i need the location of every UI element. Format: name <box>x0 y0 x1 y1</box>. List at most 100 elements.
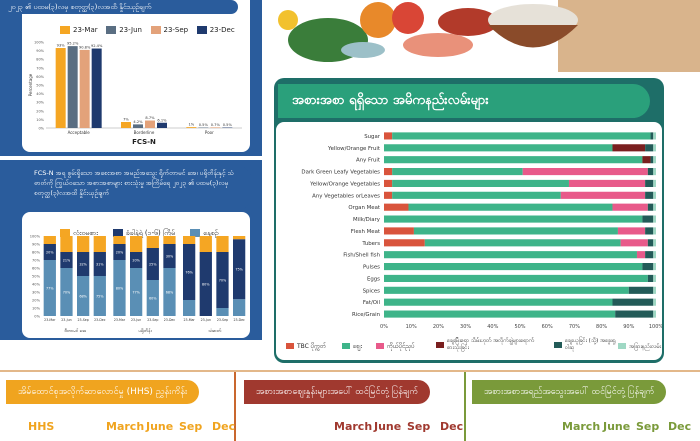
y-tick-label: 50% <box>36 84 44 88</box>
x-tick-label: 23-Mar <box>184 318 196 322</box>
legend-item-daily: နေ့စဉ် <box>190 229 218 237</box>
stacked-bar-segment <box>408 203 613 211</box>
stacked-bar-segment <box>233 299 246 316</box>
stacked-bar-segment <box>653 156 656 164</box>
stacked-bar-segment <box>636 251 646 259</box>
bar <box>157 122 167 128</box>
stacked-bar-segment <box>645 227 654 235</box>
segment-value-label: 70% <box>219 279 227 283</box>
bar-value-label: 0.5% <box>223 123 233 127</box>
y-tick-label: 70% <box>32 259 41 263</box>
y-tick-label: 100% <box>30 235 41 239</box>
price-col-sep: Sep <box>407 420 431 433</box>
legend-swatch-market <box>342 343 350 349</box>
stacked-bar-segment <box>233 236 246 240</box>
bar <box>79 49 90 128</box>
stacked-bar-segment <box>653 274 656 282</box>
bar-value-label: 1% <box>188 123 194 127</box>
segment-value-label: 30% <box>166 255 174 259</box>
hhs-col-march: March <box>106 420 145 433</box>
bar <box>145 120 155 128</box>
legend-swatch-jun <box>106 26 117 34</box>
legend-swatch-sep <box>150 26 161 34</box>
bar <box>91 48 102 129</box>
y-tick-label: 10% <box>32 307 41 311</box>
x-tick-label: 50% <box>514 324 525 330</box>
legend-item-never: လုံးဝမစား <box>60 229 98 237</box>
stacked-bar-segment <box>413 227 618 235</box>
stacked-bar-segment <box>384 191 393 199</box>
legend-label-credit: ချေးယူခြင်း (သို့) အခွေးရှုဝါဆု <box>565 338 616 351</box>
stacked-bar-segment <box>642 263 654 271</box>
stacked-bar-segment <box>384 215 643 223</box>
legend-swatch-sometimes <box>112 229 123 237</box>
legend-swatch-tbc <box>286 343 294 349</box>
hhs-title: အိမ်ထောင်စုအလိုက်ဆာလောင်မှု (HHS) ညွှန်း… <box>6 380 200 404</box>
category-label: Fish/Shell fish <box>343 253 380 259</box>
stacked-bar-segment <box>647 239 654 247</box>
category-label: Milk/Diary <box>353 217 381 223</box>
bar-value-label: 6.1% <box>157 118 167 122</box>
segment-value-label: 75% <box>96 295 104 299</box>
x-tick-label: 10% <box>406 324 417 330</box>
x-tick-label: 23-Jun <box>131 318 141 322</box>
stacked-bar-segment <box>113 236 126 244</box>
bar-value-label: 0.7% <box>211 123 221 127</box>
stacked-bar-segment <box>653 251 656 259</box>
stacked-bar-segment <box>653 144 656 152</box>
category-label: Spices <box>363 288 381 294</box>
bar-value-label: 95.2% <box>67 42 79 46</box>
bar <box>186 127 197 128</box>
stacked-bar-segment <box>653 132 656 140</box>
stacked-bar-segment <box>43 244 56 260</box>
stacked-bar-segment <box>620 239 648 247</box>
food-illustration-art <box>278 0 700 72</box>
price-col-dec: Dec <box>440 420 464 433</box>
never-value-label: 20% <box>132 236 140 240</box>
y-tick-label: 80% <box>36 58 44 62</box>
food-legend: TBC ပိုက္ကတ် ဈေး ကိုယ်ပိုင်ညှပ် ချေးမြီး… <box>286 338 661 360</box>
stacked-bar-segment <box>615 310 654 318</box>
bar-value-label: 92.4% <box>91 44 103 48</box>
x-tick-label: 23-Jun <box>61 318 71 322</box>
legend-item-own: ကိုယ်ပိုင်ညှပ် <box>376 342 415 351</box>
stacked-bar-segment <box>163 244 176 268</box>
legend-swatch-never <box>60 229 70 237</box>
legend-label-tbc: TBC ပိုက္ကတ် <box>297 343 326 350</box>
x-tick-label: 90% <box>623 324 634 330</box>
y-tick-label: 50% <box>32 275 41 279</box>
category-label: Fat/Oil <box>363 300 380 306</box>
bar-value-label: 0.5% <box>199 123 209 127</box>
quality-col-dec: Dec <box>668 420 692 433</box>
stacked-bar-segment <box>384 203 409 211</box>
stacked-bar-segment <box>77 252 90 276</box>
stacked-bar-segment <box>183 300 196 316</box>
hhs-col-june: June <box>146 420 174 433</box>
stacked-bar-segment <box>146 236 159 248</box>
stacked-bar-segment <box>163 268 176 316</box>
x-tick-label: Poor <box>205 130 214 135</box>
hhs-col-sep: Sep <box>179 420 203 433</box>
legend-swatch-dec <box>196 26 207 34</box>
y-tick-label: 90% <box>36 49 44 53</box>
stacked-bar-segment <box>617 227 646 235</box>
stacked-bar-segment <box>216 308 229 316</box>
stacked-bar-segment <box>653 239 656 247</box>
legend-label-jun: 23-Jun <box>119 26 142 34</box>
category-label: Rice/Grain <box>352 312 380 318</box>
stacked-bar-segment <box>653 179 656 187</box>
top-left-header: ၂၀၂၃ ၏ ပထမ(၃)လမှ စတုတ္ထ(၃)လအထိ နှိုင်းယှ… <box>0 0 238 14</box>
food-illustration <box>268 0 700 72</box>
stacked-bar-segment <box>384 227 414 235</box>
y-axis-label: Percentage <box>28 73 33 96</box>
bottom-divider-1 <box>234 372 236 441</box>
x-tick-label: 23-Dec <box>94 318 106 322</box>
stacked-bar-segment <box>233 239 246 300</box>
group-label: ပရိုတိန်း <box>138 328 151 334</box>
category-label: Pulses <box>363 265 380 271</box>
never-value-label: 20% <box>219 236 227 240</box>
y-tick-label: 0% <box>34 315 40 319</box>
category-label: Flesh Meat <box>351 229 380 235</box>
bar-value-label: 7% <box>123 117 129 121</box>
legend-swatch-borrow <box>436 342 444 348</box>
